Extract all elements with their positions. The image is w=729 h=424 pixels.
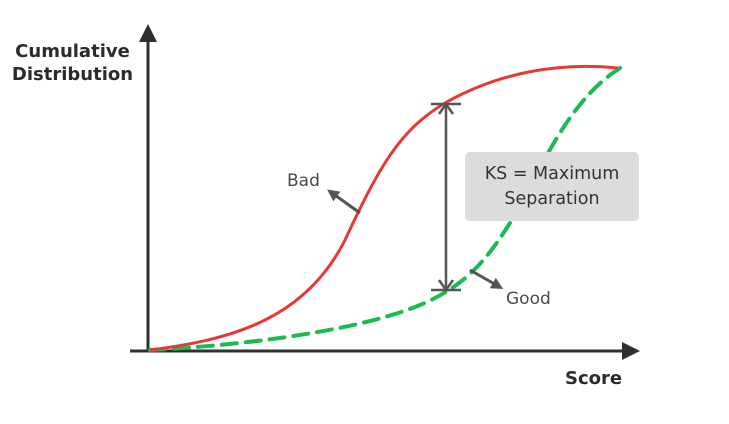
bad-curve bbox=[149, 64, 619, 352]
bad-label: Bad bbox=[287, 171, 320, 191]
ks-annotation-line-1: KS = Maximum bbox=[484, 163, 620, 184]
good-pointer-arrow bbox=[469, 268, 504, 289]
ks-annotation-line-2: Separation bbox=[504, 188, 600, 209]
bad-pointer-arrow bbox=[327, 189, 361, 215]
good-curve bbox=[148, 66, 622, 352]
y-axis-label: Cumulative Distribution bbox=[10, 40, 135, 86]
x-axis-label: Score bbox=[565, 368, 623, 389]
good-label: Good bbox=[506, 289, 551, 309]
y-axis-label-line-1: Cumulative bbox=[15, 41, 130, 62]
ks-annotation-box: KS = Maximum Separation bbox=[465, 152, 639, 221]
y-axis-label-line-2: Distribution bbox=[11, 64, 134, 85]
x-axis-arrowhead bbox=[622, 342, 640, 360]
y-axis-arrowhead bbox=[139, 24, 157, 42]
